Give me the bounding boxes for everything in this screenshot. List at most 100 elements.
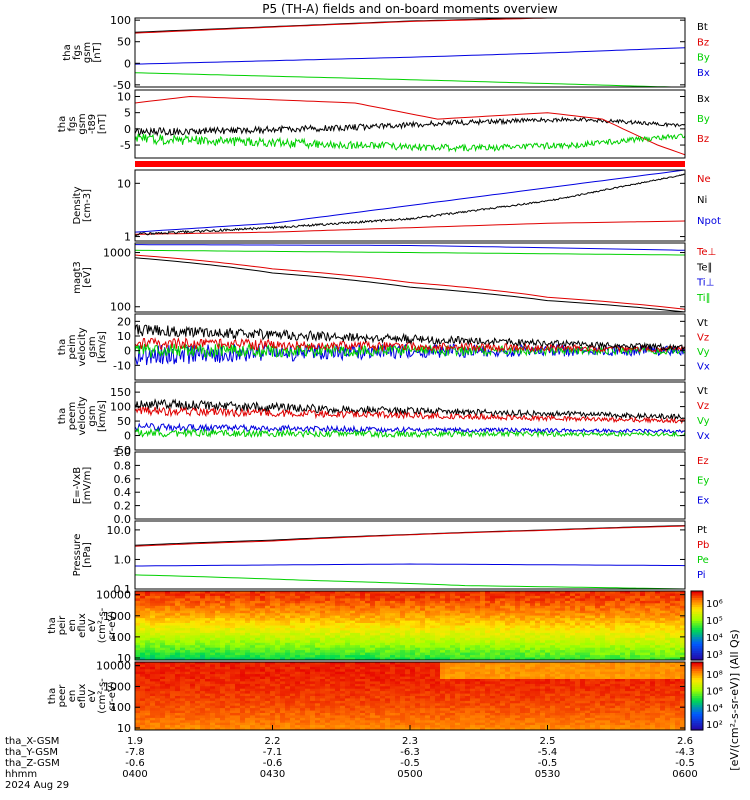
heatmap-cell [320, 705, 326, 709]
heatmap-cell [395, 705, 401, 709]
heatmap-cell [220, 593, 226, 597]
heatmap-cell [465, 595, 471, 599]
heatmap-cell [305, 710, 311, 714]
heatmap-cell [315, 686, 321, 690]
heatmap-cell [240, 691, 246, 695]
legend-entry: Vy [697, 416, 710, 427]
heatmap-cell [325, 720, 331, 724]
heatmap-cell [220, 713, 226, 716]
heatmap-cell [245, 657, 251, 660]
heatmap-cell [200, 645, 206, 649]
heatmap-cell [385, 676, 391, 680]
heatmap-cell [250, 727, 256, 730]
heatmap-cell [525, 637, 531, 641]
heatmap-cell [390, 676, 396, 680]
heatmap-cell [245, 652, 251, 656]
heatmap-cell [345, 635, 351, 639]
heatmap-cell [265, 635, 271, 639]
heatmap-cell [670, 650, 676, 654]
heatmap-cell [530, 642, 536, 646]
heatmap-cell [330, 722, 336, 726]
heatmap-cell [235, 655, 241, 659]
heatmap-cell [140, 708, 146, 712]
heatmap-cell [485, 628, 491, 632]
heatmap-cell [305, 713, 311, 716]
heatmap-cell [155, 700, 161, 704]
heatmap-cell [375, 705, 381, 709]
heatmap-cell [610, 650, 616, 654]
heatmap-cell [365, 705, 371, 709]
heatmap-cell [295, 700, 301, 704]
series-line-Bz [135, 95, 685, 156]
series-line-Ne [135, 220, 685, 235]
heatmap-cell [215, 598, 221, 602]
heatmap-cell [310, 700, 316, 704]
heatmap-cell [260, 700, 266, 704]
heatmap-cell [585, 637, 591, 641]
heatmap-cell [200, 598, 206, 602]
heatmap-cell [530, 625, 536, 629]
heatmap-cell [455, 642, 461, 646]
heatmap-cell [140, 618, 146, 622]
heatmap-cell [265, 710, 271, 714]
colorbar-step [691, 611, 703, 615]
heatmap-cell [195, 679, 201, 682]
heatmap-cell [160, 662, 166, 665]
heatmap-cell [140, 637, 146, 641]
heatmap-cell [380, 655, 386, 659]
heatmap-cell [325, 693, 331, 697]
heatmap-cell [500, 605, 506, 609]
heatmap-cell [200, 688, 206, 692]
heatmap-cell [300, 727, 306, 730]
heatmap-cell [200, 720, 206, 724]
heatmap-cell [370, 632, 376, 636]
heatmap-cell [245, 630, 251, 634]
heatmap-cell [230, 717, 236, 721]
heatmap-cell [560, 632, 566, 636]
heatmap-cell [500, 623, 506, 627]
heatmap-cell [405, 652, 411, 656]
heatmap-cell [250, 725, 256, 729]
heatmap-cell [185, 655, 191, 659]
heatmap-cell [425, 603, 431, 607]
heatmap-cell [330, 618, 336, 622]
heatmap-cell [310, 693, 316, 697]
heatmap-cell [160, 666, 166, 670]
heatmap-cell [210, 635, 216, 639]
heatmap-cell [345, 598, 351, 602]
heatmap-cell [625, 610, 631, 614]
heatmap-cell [400, 598, 406, 602]
heatmap-cell [195, 664, 201, 668]
y-axis-label-line: peem [67, 402, 78, 430]
heatmap-cell [385, 681, 391, 685]
heatmap-cell [160, 635, 166, 639]
heatmap-cell [145, 620, 151, 624]
heatmap-cell [320, 683, 326, 687]
heatmap-cell [495, 610, 501, 614]
heatmap-cell [355, 620, 361, 624]
y-axis-label-line: [nT] [92, 42, 103, 62]
heatmap-cell [150, 683, 156, 687]
heatmap-cell [340, 691, 346, 695]
heatmap-cell [210, 625, 216, 629]
heatmap-cell [325, 623, 331, 627]
heatmap-cell [415, 679, 421, 682]
heatmap-cell [495, 615, 501, 619]
heatmap-cell [180, 595, 186, 599]
series-line-Bz [135, 18, 565, 34]
heatmap-cell [245, 710, 251, 714]
heatmap-cell [215, 700, 221, 704]
heatmap-cell [425, 652, 431, 656]
heatmap-cell [330, 703, 336, 707]
heatmap-cell [650, 652, 656, 656]
heatmap-cell [305, 671, 311, 675]
legend-entry: Pe [697, 555, 709, 566]
heatmap-cell [420, 725, 426, 729]
heatmap-cell [425, 632, 431, 636]
heatmap-cell [570, 593, 576, 597]
heatmap-cell [495, 657, 501, 660]
heatmap-cell [330, 598, 336, 602]
heatmap-cell [260, 669, 266, 673]
heatmap-cell [530, 615, 536, 619]
heatmap-cell [135, 676, 141, 680]
